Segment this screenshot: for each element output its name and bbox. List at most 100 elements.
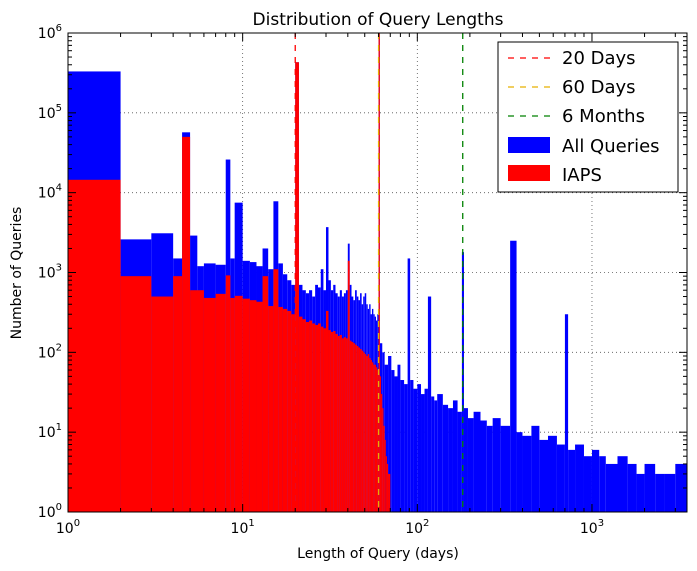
bar <box>374 364 376 512</box>
bar <box>337 336 340 512</box>
bar <box>404 384 408 512</box>
bar <box>317 323 321 512</box>
bar <box>452 400 458 512</box>
bar <box>605 463 618 512</box>
x-tick-labels: 100 101 102 103 <box>56 518 604 537</box>
bar <box>583 456 592 512</box>
bar <box>564 314 569 512</box>
y-tick-label: 105 <box>38 103 62 122</box>
y-tick-label: 104 <box>38 183 62 202</box>
bar <box>309 320 313 512</box>
bar <box>386 463 389 512</box>
bar <box>539 439 548 512</box>
bar <box>531 425 540 512</box>
bar <box>315 324 318 512</box>
bar <box>173 276 183 512</box>
bar <box>375 367 378 512</box>
bar <box>312 323 316 512</box>
legend-swatch-all-queries <box>508 137 550 153</box>
y-axis-label: Number of Queries <box>9 207 25 340</box>
bar <box>298 316 303 512</box>
bar <box>295 62 299 512</box>
bar <box>249 300 257 512</box>
bar <box>407 258 411 512</box>
bar <box>421 394 425 512</box>
bar <box>591 449 600 512</box>
bar <box>384 439 386 512</box>
bar <box>302 319 306 512</box>
bar <box>262 276 269 512</box>
bar <box>278 306 283 512</box>
bar <box>323 328 326 512</box>
bar <box>351 341 354 512</box>
y-tick-label: 101 <box>38 422 62 441</box>
bar <box>203 297 216 512</box>
bar <box>636 473 645 512</box>
bar <box>215 293 226 512</box>
bar <box>486 425 493 512</box>
bar <box>151 296 174 512</box>
bar <box>664 473 676 512</box>
bar <box>448 408 453 512</box>
bar <box>325 310 329 512</box>
bar <box>383 425 385 512</box>
y-tick-label: 106 <box>38 23 62 42</box>
bar <box>556 444 565 512</box>
bar <box>225 275 231 512</box>
bar <box>343 337 346 512</box>
bar <box>568 449 576 512</box>
bar <box>347 260 350 512</box>
bar <box>273 269 279 512</box>
bar <box>364 354 367 512</box>
bar <box>355 344 357 512</box>
bar <box>492 418 501 512</box>
bar <box>382 408 384 512</box>
bar <box>291 314 296 512</box>
x-tick-label: 101 <box>231 518 255 537</box>
bar <box>341 338 344 512</box>
bar <box>361 350 364 512</box>
bar <box>644 463 656 512</box>
bar <box>599 456 606 512</box>
bar <box>617 456 628 512</box>
bar <box>627 463 637 512</box>
bar <box>467 418 474 512</box>
bar <box>424 388 428 512</box>
bar <box>367 354 370 512</box>
bar <box>385 456 387 512</box>
bar <box>431 396 435 512</box>
bar <box>388 473 391 512</box>
bar <box>363 352 365 512</box>
x-tick-label: 102 <box>405 518 429 537</box>
bar <box>182 136 191 513</box>
x-tick-label: 103 <box>580 518 604 537</box>
legend-label-iaps: IAPS <box>562 165 602 186</box>
bar <box>434 400 438 512</box>
bar <box>417 384 422 512</box>
bar <box>370 360 372 512</box>
bar <box>330 331 334 512</box>
legend-label-20-days: 20 Days <box>562 48 636 69</box>
bar <box>345 338 348 512</box>
bar <box>410 380 414 512</box>
x-axis-label: Length of Query (days) <box>297 546 459 562</box>
bar <box>413 388 418 512</box>
bar <box>305 321 310 512</box>
legend-label-6-months: 6 Months <box>562 106 645 127</box>
bar <box>457 411 462 512</box>
y-tick-label: 103 <box>38 263 62 282</box>
axis-ticks <box>67 32 687 513</box>
bar <box>391 370 395 512</box>
legend-label-all-queries: All Queries <box>562 136 660 157</box>
bar <box>335 333 338 512</box>
x-tick-label: 100 <box>56 518 80 537</box>
bar <box>339 334 342 512</box>
bar <box>333 331 336 512</box>
bar <box>516 432 523 512</box>
bar <box>234 295 243 512</box>
bar <box>394 376 398 512</box>
bar <box>120 276 152 512</box>
bar <box>287 310 292 512</box>
bar <box>427 296 432 512</box>
